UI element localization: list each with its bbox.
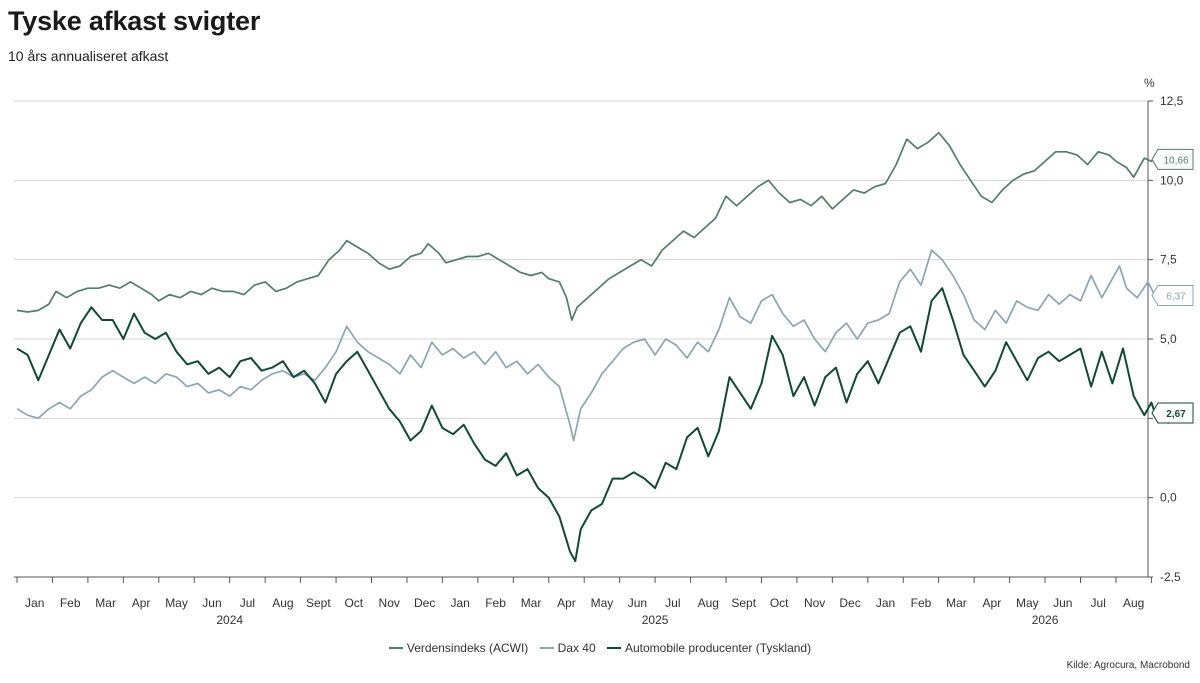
x-axis: Jan Feb Mar Apr May Jun Jul Aug Sept Oct Nov Dec Jan…	[14, 576, 1152, 627]
y-tick-label: -2,5	[1160, 570, 1181, 584]
x-tick-label: May	[1016, 596, 1039, 610]
x-tick-label: Dec	[414, 596, 435, 610]
x-tick-label: Feb	[60, 596, 81, 610]
x-tick-label: Mar	[521, 596, 542, 610]
x-tick-label: Aug	[272, 596, 293, 610]
x-year-label: 2024	[216, 613, 243, 627]
x-tick-label: May	[165, 596, 188, 610]
end-label-value: 2,67	[1166, 409, 1186, 420]
end-label-box	[1151, 148, 1194, 170]
x-tick-label: Feb	[485, 596, 506, 610]
end-label: 10,66	[1151, 148, 1194, 170]
x-tick-label: Jan	[25, 596, 44, 610]
x-tick-label: Jan	[876, 596, 895, 610]
legend-label-dax: Dax 40	[557, 641, 596, 655]
legend-label-acwi: Verdensindeks (ACWI)	[406, 641, 529, 655]
x-year-label: 2025	[642, 613, 669, 627]
x-tick-label: Jan	[450, 596, 469, 610]
x-tick-label: Sept	[306, 596, 331, 610]
x-tick-label: Apr	[557, 596, 576, 610]
legend-swatch-acwi	[388, 647, 403, 649]
x-tick-label: Mar	[95, 596, 116, 610]
legend-item-dax: Dax 40	[539, 641, 596, 655]
y-tick-label: 5,0	[1160, 332, 1177, 346]
x-tick-label: Apr	[132, 596, 151, 610]
end-label-value: 10,66	[1163, 155, 1188, 166]
x-year-label: 2026	[1032, 613, 1059, 627]
series-line	[16, 131, 1156, 321]
legend-item-auto: Automobile producenter (Tyskland)	[607, 641, 811, 655]
x-tick-label: Apr	[983, 596, 1002, 610]
source-note: Kilde: Agrocura, Macrobond	[1066, 660, 1190, 671]
legend-item-acwi: Verdensindeks (ACWI)	[388, 641, 529, 655]
x-tick-label: Jul	[1091, 596, 1106, 610]
chart-title: Tyske afkast svigter	[8, 6, 261, 36]
end-label-value: 6,37	[1166, 292, 1186, 303]
x-tick-label: Nov	[379, 596, 400, 610]
legend-label-auto: Automobile producenter (Tyskland)	[625, 641, 812, 655]
legend-swatch-auto	[607, 647, 621, 649]
end-label-box	[1151, 285, 1194, 307]
x-tick-label: Dec	[839, 596, 860, 610]
end-value-labels: 10,66 6,37 2,67	[1151, 148, 1194, 424]
legend-swatch-dax	[539, 647, 554, 649]
x-tick-label: Feb	[911, 596, 932, 610]
x-tick-label: Aug	[698, 596, 719, 610]
x-tick-label: Mar	[946, 596, 967, 610]
x-tick-label: Jun	[202, 596, 221, 610]
y-tick-label: 12,5	[1160, 94, 1184, 108]
legend: Verdensindeks (ACWI) Dax 40 Automobile p…	[0, 638, 1200, 655]
x-tick-label: Nov	[804, 596, 825, 610]
x-tick-label: Oct	[344, 596, 363, 610]
end-label: 2,67	[1151, 402, 1194, 424]
x-tick-label: Jun	[628, 596, 647, 610]
x-tick-label: Jul	[665, 596, 680, 610]
y-tick-label: 10,0	[1160, 173, 1184, 187]
chart-subtitle: 10 års annualiseret afkast	[8, 48, 169, 64]
y-unit-label: %	[1144, 76, 1155, 90]
x-tick-label: May	[591, 596, 614, 610]
grid-lines	[14, 100, 1148, 578]
series-line	[16, 249, 1156, 442]
end-label: 6,37	[1151, 285, 1194, 307]
x-tick-label: Oct	[770, 596, 789, 610]
series-lines	[16, 131, 1156, 563]
x-tick-label: Sept	[731, 596, 756, 610]
y-tick-label: 7,5	[1160, 253, 1177, 267]
series-line	[16, 287, 1156, 563]
y-axis-ticks: -2,50,02,55,07,510,012,5%	[1144, 76, 1184, 584]
x-tick-label: Jul	[240, 596, 255, 610]
y-tick-label: 0,0	[1160, 491, 1177, 505]
x-tick-label: Jun	[1053, 596, 1072, 610]
x-tick-label: Aug	[1123, 596, 1144, 610]
end-label-box	[1151, 402, 1194, 424]
